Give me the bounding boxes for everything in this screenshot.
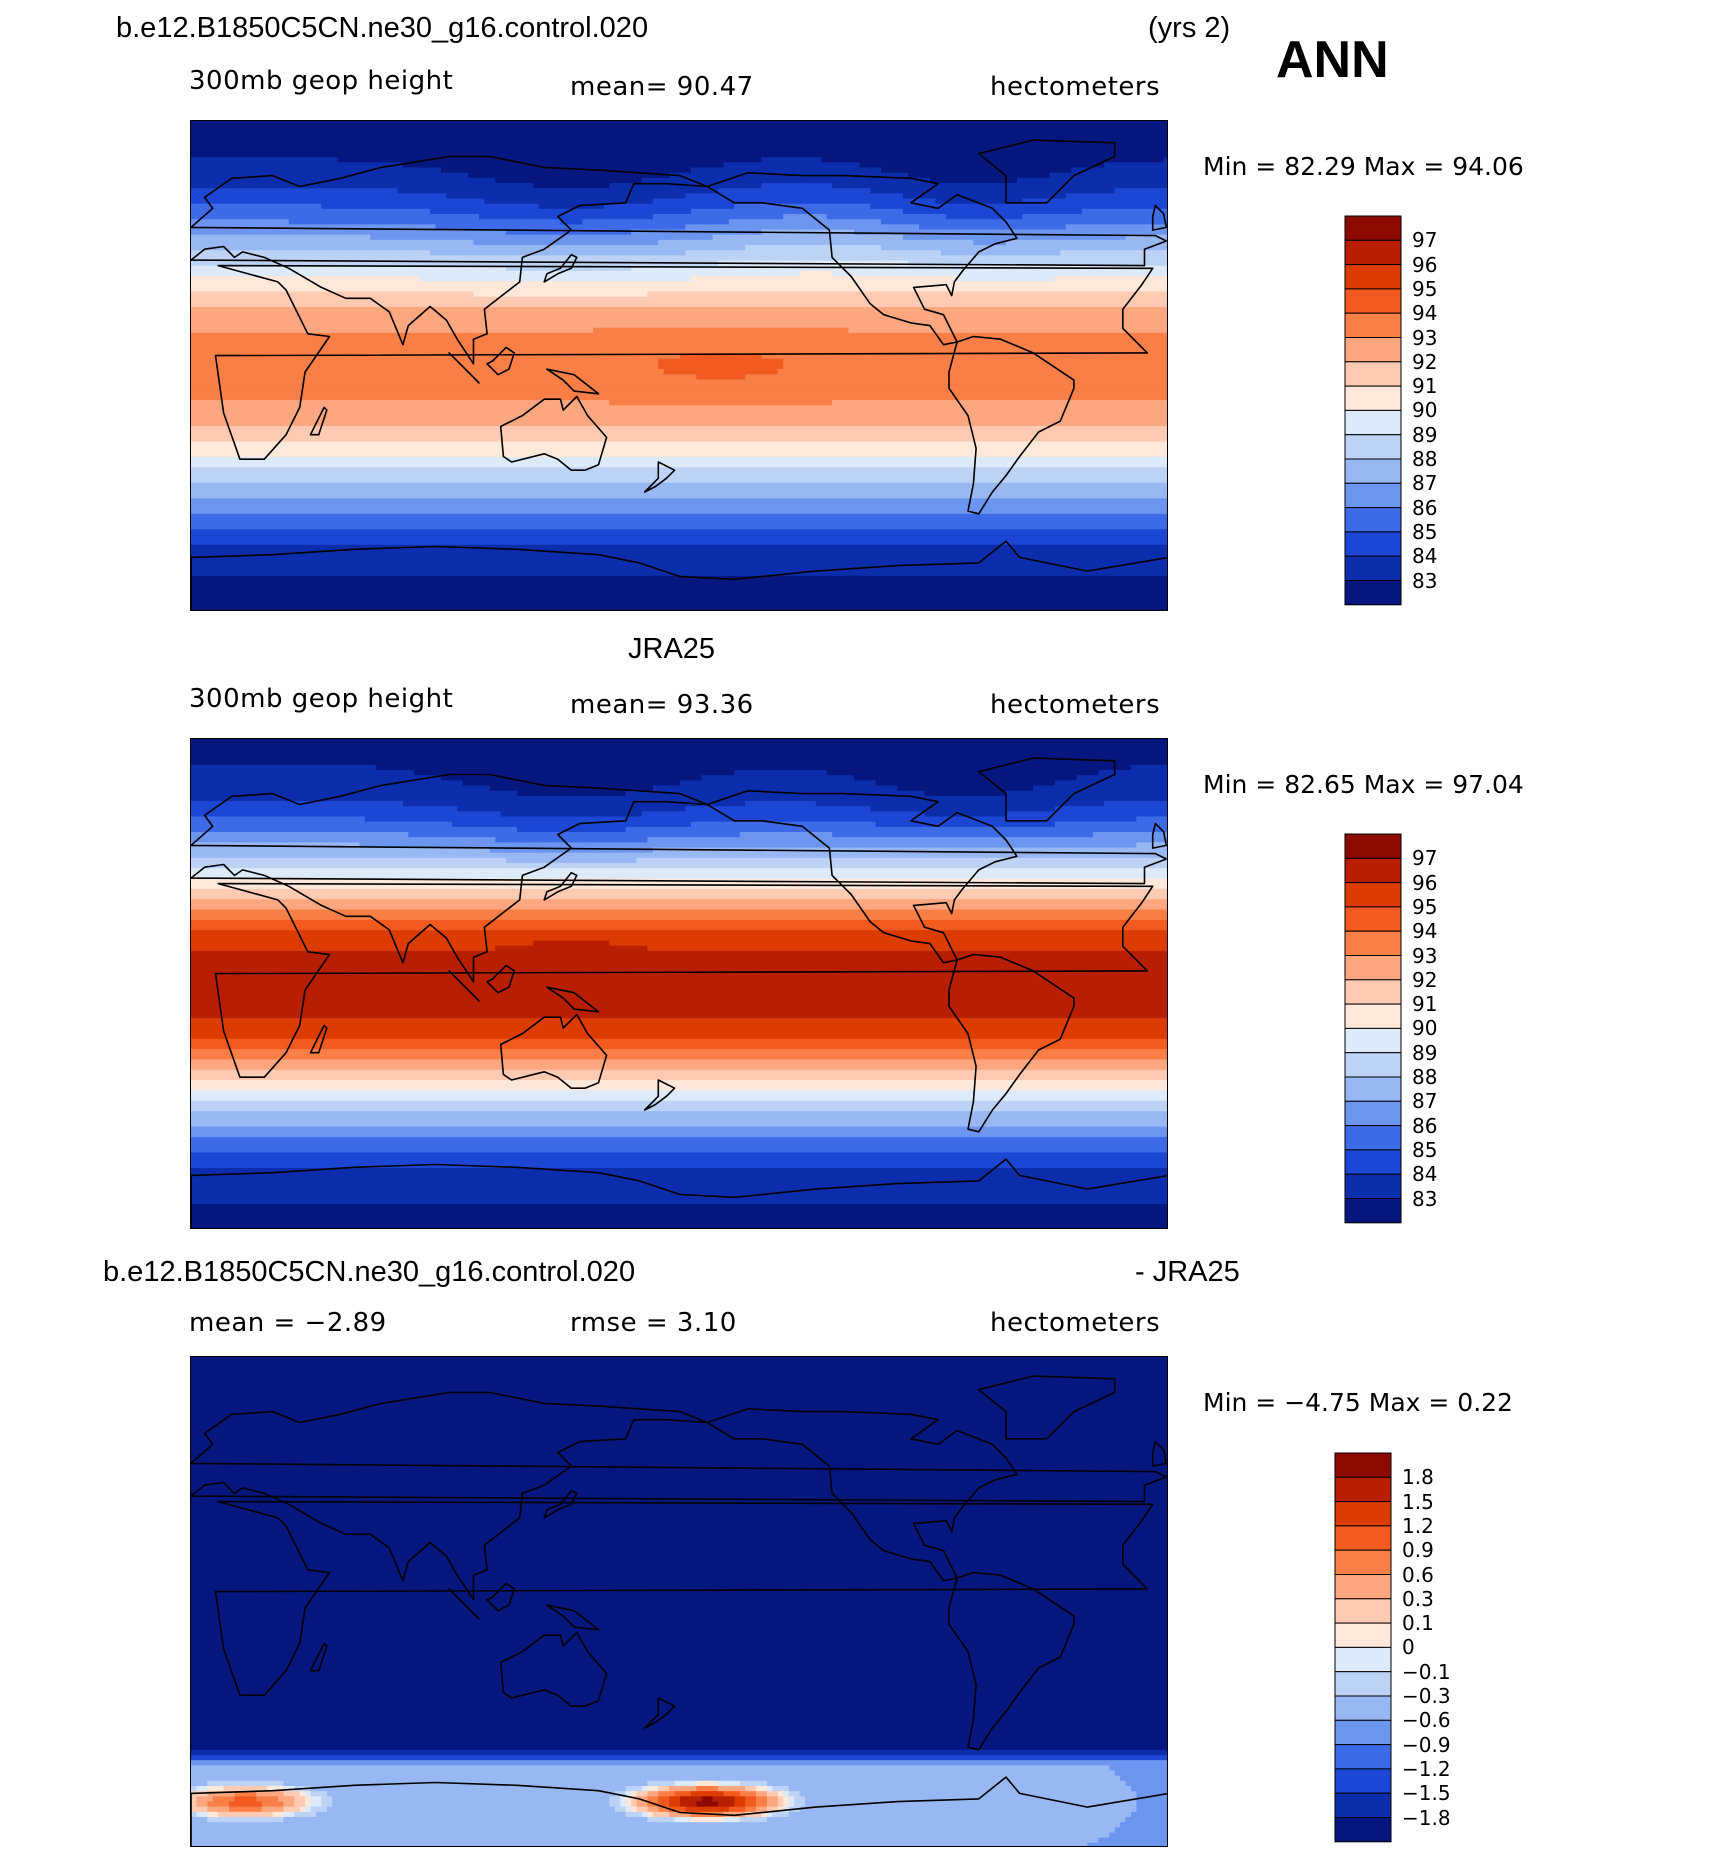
colorbar-label: 94 [1412,919,1438,944]
map-svg [191,121,1167,610]
colorbar-label: 92 [1412,349,1438,374]
panel1-map [190,120,1168,611]
colorbar-label: −0.6 [1402,1708,1451,1733]
colorbar-label: 96 [1412,252,1438,277]
colorbar-label: 87 [1412,471,1438,496]
panel3-map [190,1356,1168,1847]
colorbar-label: −1.2 [1402,1756,1451,1781]
colorbar-label: 86 [1412,1113,1438,1138]
panel3-minmax: Min = −4.75 Max = 0.22 [1203,1388,1513,1417]
colorbar-label: 0.9 [1402,1538,1434,1563]
colorbar-label: 91 [1412,374,1438,399]
colorbar-label: 96 [1412,870,1438,895]
contour-fill [191,1357,1167,1846]
colorbar-swatches [1334,1452,1392,1843]
panel1-variable: 300mb geop height [189,66,454,96]
colorbar-label: −0.3 [1402,1684,1451,1708]
colorbar-label: −0.9 [1402,1732,1451,1757]
colorbar-label: 0.3 [1402,1586,1434,1611]
panel2-map [190,738,1168,1229]
contour-fill [191,739,1167,1228]
colorbar-swatches [1344,833,1402,1224]
colorbar-label: 0.6 [1402,1562,1434,1587]
panel1-years: (yrs 2) [1148,12,1231,44]
panel3-title: b.e12.B1850C5CN.ne30_g16.control.020 [103,1256,636,1288]
panel1-colorbar: 97 96 95 94 93 92 91 90 89 88 87 86 85 84 83 [1344,215,1437,611]
panel1-title: b.e12.B1850C5CN.ne30_g16.control.020 [116,12,649,44]
colorbar-label: 94 [1412,301,1438,326]
colorbar-label: 90 [1412,1016,1438,1041]
colorbar-label: 88 [1412,1065,1438,1089]
colorbar-label: 83 [1412,568,1438,593]
colorbar-label: 92 [1412,967,1438,992]
panel2-colorbar: 97 96 95 94 93 92 91 90 89 88 87 86 85 84 83 [1344,833,1437,1229]
colorbar-label: 1.2 [1402,1513,1434,1538]
season-label: ANN [1276,31,1389,89]
panel2-variable: 300mb geop height [189,684,454,714]
colorbar-label: 93 [1412,943,1438,968]
contour-fill [191,121,1167,610]
colorbar-label: 97 [1412,846,1438,871]
panel3-colorbar: 1.8 1.5 1.2 0.9 0.6 0.3 0.1 0 −0.1 −0.3 −0.6 −0.9 −1… [1334,1452,1451,1848]
colorbar-label: 97 [1412,228,1438,253]
colorbar-label: −0.1 [1402,1659,1451,1684]
colorbar-label: 86 [1412,495,1438,520]
panel2-title: JRA25 [628,633,716,665]
panel2-mean: mean= 93.36 [570,690,754,720]
panel1-minmax: Min = 82.29 Max = 94.06 [1203,152,1524,181]
panel2-units: hectometers [990,690,1161,720]
coastlines [191,1375,1167,1846]
coastlines [191,757,1167,1228]
colorbar-label: 90 [1412,398,1438,423]
colorbar-label: 95 [1412,276,1438,301]
colorbar-label: 83 [1412,1186,1438,1211]
colorbar-label: 93 [1412,325,1438,350]
colorbar-label: 85 [1412,519,1438,544]
colorbar-label: 89 [1412,1040,1438,1065]
map-svg [191,739,1167,1228]
colorbar-swatches [1344,215,1402,606]
colorbar-label: 1.8 [1402,1465,1434,1490]
colorbar-label: −1.5 [1402,1781,1451,1806]
panel3-mean: mean = −2.89 [189,1308,387,1338]
panel3-minus-obs: - JRA25 [1135,1256,1240,1288]
panel3-units: hectometers [990,1308,1161,1338]
colorbar-label: 0.1 [1402,1611,1434,1636]
colorbar-label: 84 [1412,1162,1438,1187]
colorbar-label: 85 [1412,1137,1438,1162]
colorbar-label: 87 [1412,1089,1438,1114]
colorbar-label: 91 [1412,992,1438,1017]
colorbar-label: 84 [1412,544,1438,569]
colorbar-label: 1.5 [1402,1489,1434,1514]
map-svg [191,1357,1167,1846]
panel3-rmse: rmse = 3.10 [570,1308,737,1338]
colorbar-label: 95 [1412,894,1438,919]
colorbar-label: 0 [1402,1635,1415,1660]
panel1-mean: mean= 90.47 [570,72,754,102]
colorbar-label: 89 [1412,422,1438,447]
colorbar-label: 88 [1412,447,1438,471]
colorbar-label: −1.8 [1402,1805,1451,1830]
panel1-units: hectometers [990,72,1161,102]
coastlines [191,139,1167,610]
panel2-minmax: Min = 82.65 Max = 97.04 [1203,770,1524,799]
